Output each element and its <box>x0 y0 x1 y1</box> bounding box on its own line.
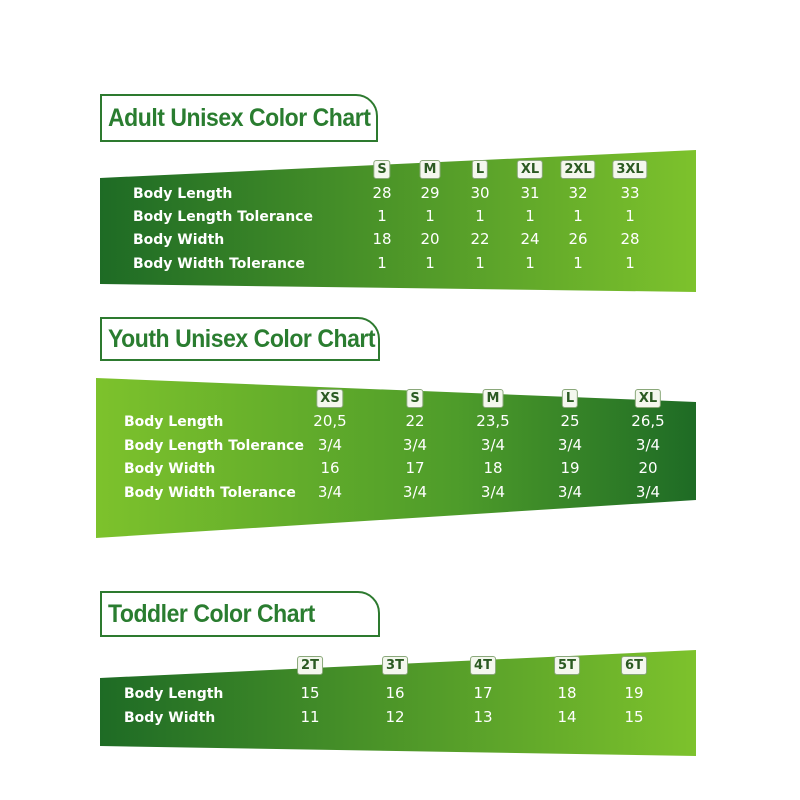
toddler-cell: 13 <box>473 708 493 726</box>
toddler-cell: 15 <box>624 708 644 726</box>
toddler-cell: 16 <box>385 684 405 702</box>
youth-size-header: S <box>406 389 424 408</box>
youth-cell: 3/4 <box>557 436 583 454</box>
youth-row-label: Body Length <box>124 414 224 430</box>
toddler-chart-title: Toddler Color Chart <box>100 591 380 637</box>
toddler-cell: 11 <box>300 708 320 726</box>
adult-cell: 1 <box>573 207 583 225</box>
adult-row-label: Body Length <box>133 186 233 202</box>
adult-cell: 1 <box>377 254 387 272</box>
toddler-banner <box>100 650 696 756</box>
youth-cell: 23,5 <box>476 412 510 430</box>
youth-cell: 3/4 <box>402 483 428 501</box>
adult-banner <box>100 150 696 292</box>
youth-title-text: Youth Unisex Color Chart <box>108 324 376 353</box>
toddler-size-header: 2T <box>297 656 323 675</box>
youth-cell: 3/4 <box>480 483 506 501</box>
adult-title-text: Adult Unisex Color Chart <box>108 103 371 132</box>
adult-cell: 31 <box>520 184 540 202</box>
adult-cell: 28 <box>372 184 392 202</box>
youth-cell: 26,5 <box>631 412 665 430</box>
adult-row-label: Body Width <box>133 232 225 248</box>
adult-size-header: M <box>419 160 441 179</box>
toddler-cell: 14 <box>557 708 577 726</box>
toddler-row-label: Body Length <box>124 686 224 702</box>
youth-row-label: Body Length Tolerance <box>124 438 304 454</box>
adult-size-header: 2XL <box>560 160 596 179</box>
adult-cell: 1 <box>377 207 387 225</box>
toddler-size-header: 3T <box>382 656 408 675</box>
youth-cell: 18 <box>483 459 503 477</box>
adult-size-header: S <box>373 160 391 179</box>
adult-row-label: Body Length Tolerance <box>133 209 313 225</box>
adult-cell: 1 <box>475 254 485 272</box>
toddler-cell: 18 <box>557 684 577 702</box>
youth-size-header: M <box>482 389 504 408</box>
youth-cell: 3/4 <box>480 436 506 454</box>
youth-cell: 3/4 <box>317 483 343 501</box>
adult-cell: 1 <box>625 207 635 225</box>
youth-size-header: L <box>561 389 579 408</box>
toddler-cell: 19 <box>624 684 644 702</box>
youth-cell: 20 <box>638 459 658 477</box>
youth-row-label: Body Width Tolerance <box>124 485 296 501</box>
toddler-row-label: Body Width <box>124 710 216 726</box>
youth-cell: 25 <box>560 412 580 430</box>
toddler-cell: 15 <box>300 684 320 702</box>
adult-size-header: L <box>471 160 489 179</box>
youth-cell: 20,5 <box>313 412 347 430</box>
toddler-size-header: 4T <box>470 656 496 675</box>
youth-cell: 3/4 <box>635 436 661 454</box>
adult-cell: 29 <box>420 184 440 202</box>
adult-cell: 30 <box>470 184 490 202</box>
adult-cell: 22 <box>470 230 490 248</box>
adult-cell: 1 <box>425 207 435 225</box>
adult-cell: 1 <box>475 207 485 225</box>
youth-cell: 3/4 <box>402 436 428 454</box>
adult-cell: 20 <box>420 230 440 248</box>
adult-cell: 18 <box>372 230 392 248</box>
youth-size-header: XS <box>316 389 344 408</box>
youth-size-header: XL <box>634 389 662 408</box>
youth-cell: 3/4 <box>557 483 583 501</box>
adult-cell: 1 <box>525 254 535 272</box>
youth-cell: 3/4 <box>317 436 343 454</box>
youth-cell: 22 <box>405 412 425 430</box>
toddler-cell: 12 <box>385 708 405 726</box>
adult-size-header: XL <box>516 160 544 179</box>
adult-cell: 1 <box>425 254 435 272</box>
adult-cell: 33 <box>620 184 640 202</box>
adult-chart-title: Adult Unisex Color Chart <box>100 94 378 142</box>
youth-cell: 19 <box>560 459 580 477</box>
youth-cell: 17 <box>405 459 425 477</box>
adult-row-label: Body Width Tolerance <box>133 256 305 272</box>
toddler-title-text: Toddler Color Chart <box>108 599 315 628</box>
youth-chart-title: Youth Unisex Color Chart <box>100 317 380 361</box>
adult-cell: 32 <box>568 184 588 202</box>
toddler-cell: 17 <box>473 684 493 702</box>
youth-row-label: Body Width <box>124 461 216 477</box>
youth-cell: 3/4 <box>635 483 661 501</box>
adult-cell: 24 <box>520 230 540 248</box>
toddler-size-header: 6T <box>621 656 647 675</box>
adult-cell: 28 <box>620 230 640 248</box>
adult-cell: 1 <box>573 254 583 272</box>
youth-banner <box>96 378 696 538</box>
youth-cell: 16 <box>320 459 340 477</box>
adult-cell: 26 <box>568 230 588 248</box>
adult-size-header: 3XL <box>612 160 648 179</box>
toddler-size-header: 5T <box>554 656 580 675</box>
adult-cell: 1 <box>625 254 635 272</box>
adult-cell: 1 <box>525 207 535 225</box>
